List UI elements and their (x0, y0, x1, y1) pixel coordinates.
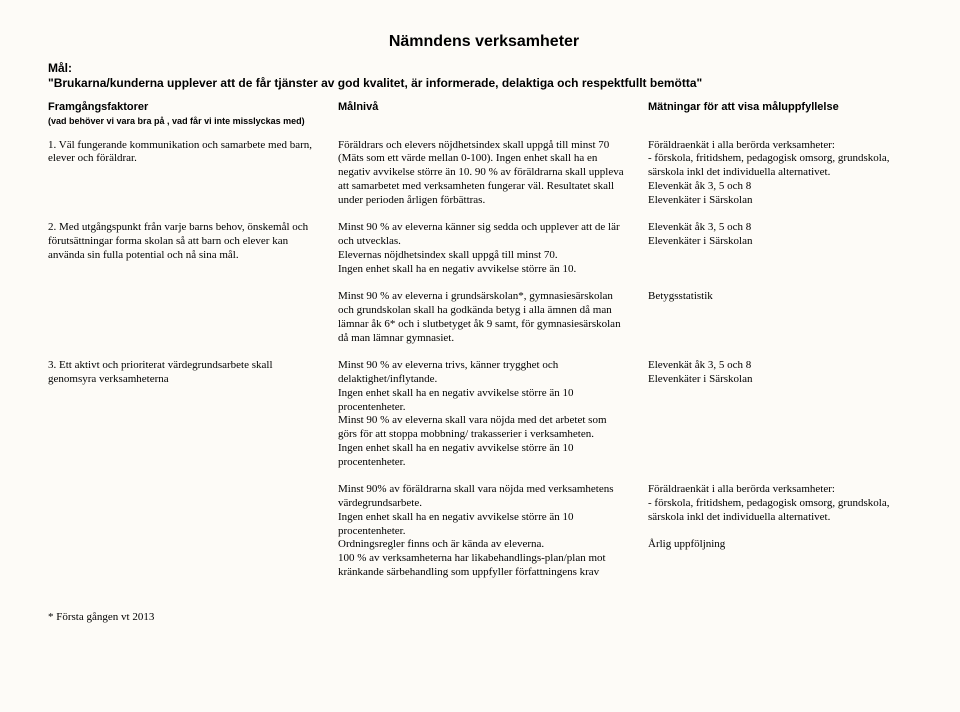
cell-c2: Minst 90% av föräldrarna skall vara nöjd… (338, 483, 628, 579)
header-c3-title: Mätningar för att visa måluppfyllelse (648, 101, 839, 113)
cell-c1: 2. Med utgångspunkt från varje barns beh… (48, 221, 318, 276)
cell-c1 (48, 483, 318, 579)
goal-label: Mål: (48, 61, 920, 77)
header-c1-title: Framgångsfaktorer (48, 101, 148, 113)
main-title: Nämndens verksamheter (48, 32, 920, 53)
goal-block: Mål: "Brukarna/kunderna upplever att de … (48, 61, 920, 92)
cell-c3: Föräldraenkät i alla berörda verksamhete… (648, 139, 920, 208)
rows-container: 1. Väl fungerande kommunikation och sama… (48, 139, 920, 580)
cell-c1 (48, 290, 318, 345)
columns-header: Framgångsfaktorer (vad behöver vi vara b… (48, 100, 920, 129)
header-c1-sub: (vad behöver vi vara bra på , vad får vi… (48, 116, 305, 126)
header-col3: Mätningar för att visa måluppfyllelse (648, 100, 920, 129)
table-row: 2. Med utgångspunkt från varje barns beh… (48, 221, 920, 276)
header-c2-title: Målnivå (338, 101, 378, 113)
header-col1: Framgångsfaktorer (vad behöver vi vara b… (48, 100, 318, 129)
cell-c3: Elevenkät åk 3, 5 och 8 Elevenkäter i Sä… (648, 359, 920, 469)
table-row: Minst 90 % av eleverna i grundsärskolan*… (48, 290, 920, 345)
cell-c2: Minst 90 % av eleverna i grundsärskolan*… (338, 290, 628, 345)
footnote: * Första gången vt 2013 (48, 610, 920, 624)
cell-c2: Minst 90 % av eleverna känner sig sedda … (338, 221, 628, 276)
cell-c3: Föräldraenkät i alla berörda verksamhete… (648, 483, 920, 579)
header-col2: Målnivå (338, 100, 628, 129)
cell-c2: Minst 90 % av eleverna trivs, känner try… (338, 359, 628, 469)
cell-c3: Elevenkät åk 3, 5 och 8 Elevenkäter i Sä… (648, 221, 920, 276)
table-row: 3. Ett aktivt och prioriterat värdegrund… (48, 359, 920, 469)
cell-c2: Föräldrars och elevers nöjdhetsindex ska… (338, 139, 628, 208)
table-row: 1. Väl fungerande kommunikation och sama… (48, 139, 920, 208)
cell-c3: Betygsstatistik (648, 290, 920, 345)
table-row: Minst 90% av föräldrarna skall vara nöjd… (48, 483, 920, 579)
goal-text: "Brukarna/kunderna upplever att de får t… (48, 76, 920, 92)
cell-c1: 3. Ett aktivt och prioriterat värdegrund… (48, 359, 318, 469)
cell-c1: 1. Väl fungerande kommunikation och sama… (48, 139, 318, 208)
